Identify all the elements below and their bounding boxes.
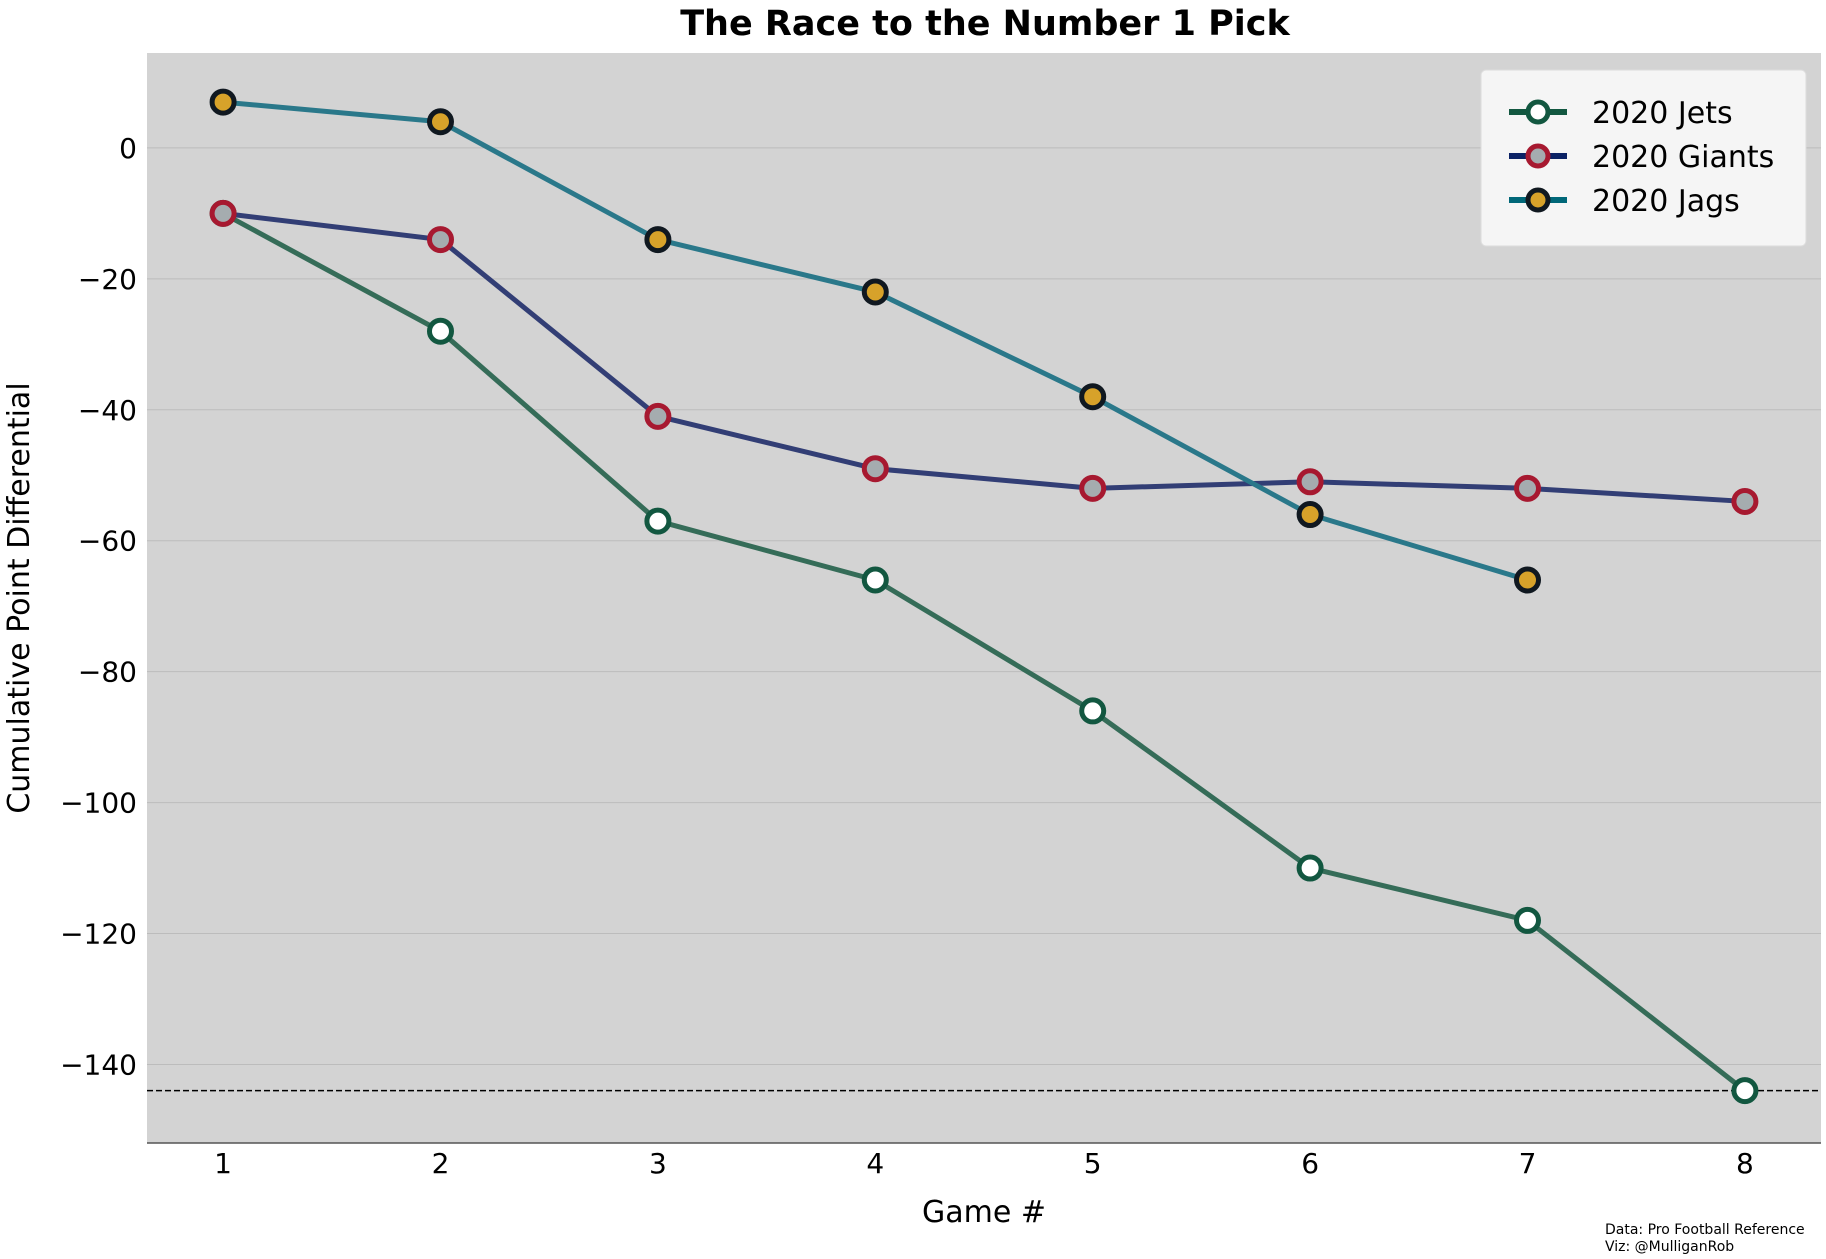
data-point (209, 88, 237, 116)
legend-marker (1525, 187, 1551, 213)
credit-viz: Viz: @MulliganRob (1605, 1239, 1734, 1255)
data-point (1514, 566, 1542, 594)
series-markers-2 (209, 88, 1542, 594)
legend-label: 2020 Jets (1592, 96, 1733, 131)
data-point (1731, 487, 1759, 515)
y-tick-label: −80 (78, 656, 137, 689)
data-point (861, 278, 889, 306)
x-ticks: 1 2 3 4 5 6 7 8 (214, 1147, 1754, 1180)
data-point (644, 507, 672, 535)
x-tick-label: 1 (214, 1147, 232, 1180)
series-0 (220, 210, 1748, 1094)
series-line (220, 210, 1748, 1094)
y-tick-label: 0 (119, 132, 137, 165)
y-tick-label: −120 (60, 918, 137, 951)
y-tick-label: −40 (78, 394, 137, 427)
data-point (861, 455, 889, 483)
legend-label: 2020 Jags (1592, 184, 1740, 219)
x-tick-label: 6 (1301, 1147, 1319, 1180)
x-tick-label: 2 (432, 1147, 450, 1180)
data-point (644, 402, 672, 430)
x-tick-label: 8 (1736, 1147, 1754, 1180)
data-point (1731, 1077, 1759, 1105)
data-point (1079, 474, 1107, 502)
data-point (1296, 854, 1324, 882)
y-axis-label: Cumulative Point Differential (2, 382, 37, 813)
series-1 (220, 210, 1748, 504)
data-point (1514, 474, 1542, 502)
credit-source: Data: Pro Football Reference (1605, 1222, 1805, 1238)
data-point (861, 566, 889, 594)
data-point (426, 108, 454, 136)
data-point (1296, 501, 1324, 529)
y-ticks: 0 −20 −40 −60 −80 −100 −120 −140 (60, 132, 137, 1082)
y-tick-label: −140 (60, 1048, 137, 1081)
legend-entry: 2020 Jags (1509, 184, 1740, 219)
legend-entry: 2020 Giants (1509, 140, 1774, 175)
x-axis-label: Game # (922, 1195, 1046, 1230)
x-tick-label: 5 (1084, 1147, 1102, 1180)
data-point (1079, 697, 1107, 725)
data-point (209, 199, 237, 227)
legend: 2020 Jets 2020 Giants 2020 Jags (1480, 69, 1807, 247)
legend-entry: 2020 Jets (1509, 96, 1733, 131)
chart-title: The Race to the Number 1 Pick (680, 4, 1290, 44)
series-layer (209, 88, 1759, 1105)
y-tick-label: −100 (60, 787, 137, 820)
legend-label: 2020 Giants (1592, 140, 1774, 175)
legend-marker (1525, 99, 1551, 125)
series-line (220, 210, 1748, 504)
data-point (1079, 383, 1107, 411)
x-tick-label: 4 (866, 1147, 884, 1180)
y-tick-label: −60 (78, 525, 137, 558)
data-point (426, 317, 454, 345)
data-point (1296, 468, 1324, 496)
data-point (644, 226, 672, 254)
x-tick-label: 3 (649, 1147, 667, 1180)
series-markers-1 (209, 199, 1759, 515)
data-point (426, 226, 454, 254)
data-point (1514, 906, 1542, 934)
x-tick-label: 7 (1519, 1147, 1537, 1180)
y-tick-label: −20 (78, 263, 137, 296)
legend-marker (1525, 143, 1551, 169)
